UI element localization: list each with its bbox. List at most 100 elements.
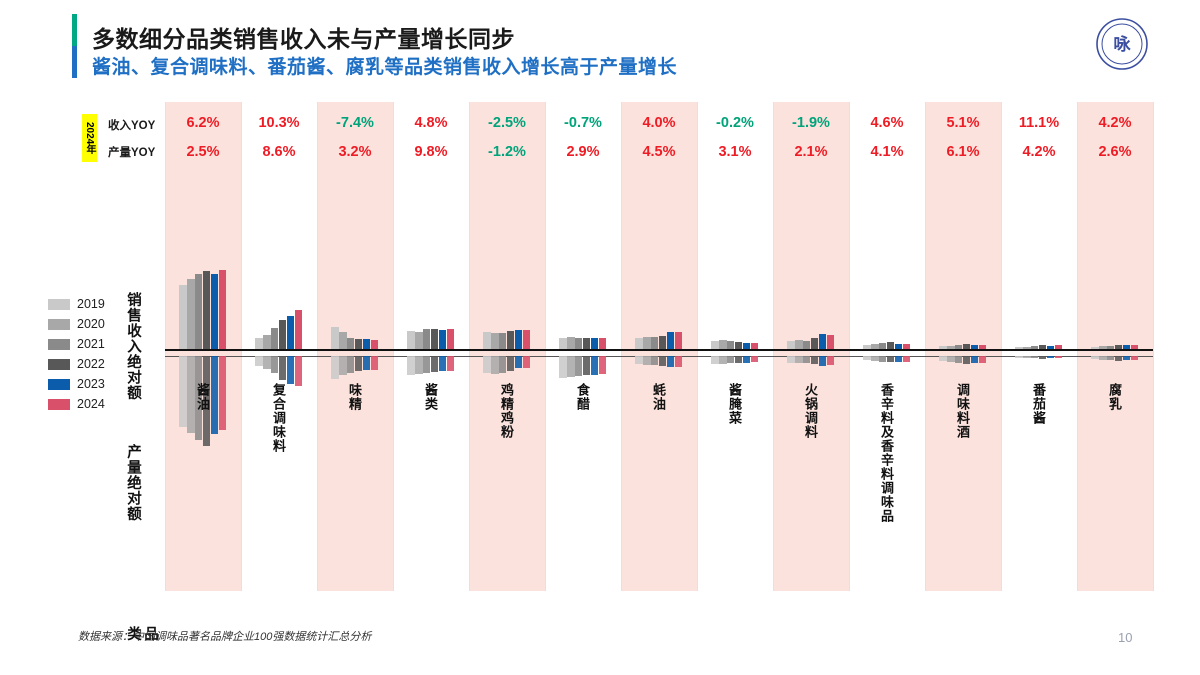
chart-area: 2019 2020 2021 2022 2023 2024 销售收入绝对额 产量绝对额 品… [0,96,1200,642]
bar-output [339,356,347,376]
axis-title-category: 品类 [125,626,158,642]
bar-output [1023,356,1031,359]
category-label: 酱类 [423,383,438,411]
slide-header: 多数细分品类销售收入未与产量增长同步 酱油、复合调味料、番茄酱、腐乳等品类销售收… [0,0,1200,92]
category-label: 调味料酒 [955,383,970,439]
source-note: 数据来源：中国调味品著名品牌企业100强数据统计汇总分析 [78,631,372,643]
bar-output [666,356,675,368]
bar-revenue [187,279,195,349]
legend-swatch [48,378,70,390]
bar-revenue [939,346,947,349]
output-yoy-value: 3.2% [338,144,372,160]
revenue-yoy-value: 6.2% [186,115,220,131]
legend-item[interactable]: 2023 [48,374,118,394]
legend-label: 2024 [77,397,105,411]
bar-revenue [431,328,439,349]
bar-revenue [218,269,227,349]
bar-output [635,356,643,365]
bar-output [1130,356,1139,361]
bar-revenue [331,326,339,349]
bar-revenue [719,340,727,349]
column-separator [1153,102,1154,591]
bar-revenue [567,337,575,349]
page-number: 10 [1118,630,1133,645]
category-label: 味精 [347,383,362,411]
legend-label: 2019 [77,297,105,311]
bar-revenue [818,334,827,349]
legend-swatch [48,398,70,410]
output-yoy-value: 2.6% [1098,144,1132,160]
bar-output [218,356,227,430]
legend-item[interactable]: 2024 [48,394,118,414]
legend-item[interactable]: 2021 [48,334,118,354]
bar-output [1039,356,1047,359]
output-yoy-value: 4.2% [1022,144,1056,160]
bar-output [963,356,971,364]
bar-output [279,356,287,380]
bar-revenue [415,331,423,349]
legend-item[interactable]: 2019 [48,294,118,314]
revenue-yoy-value: -1.9% [792,115,830,131]
bar-output [711,356,719,364]
bar-revenue [203,270,211,349]
legend-item[interactable]: 2022 [48,354,118,374]
bar-output [1115,356,1123,361]
bar-revenue [750,342,759,349]
bar-revenue [643,337,651,349]
bar-output [826,356,835,366]
bar-revenue [1039,345,1047,349]
bar-revenue [438,329,447,349]
legend-item[interactable]: 2020 [48,314,118,334]
zero-axis-line [165,349,1153,351]
column-separator [621,102,622,591]
output-yoy-value: 4.5% [642,144,676,160]
legend-label: 2022 [77,357,105,371]
bar-output [970,356,979,363]
bar-output [674,356,683,368]
bar-revenue [902,343,911,349]
output-yoy-value: 8.6% [262,144,296,160]
column-separator [773,102,774,591]
bar-output [742,356,751,363]
legend-label: 2023 [77,377,105,391]
bar-revenue [179,284,187,349]
bar-revenue [1031,345,1039,349]
bar-output [735,356,743,364]
category-label: 蚝油 [651,383,666,411]
output-yoy-value: 3.1% [718,144,752,160]
output-yoy-value: -1.2% [488,144,526,160]
row-label-output-yoy: 产量YOY [108,147,156,159]
bar-revenue [355,339,363,349]
bar-revenue [598,337,607,349]
bar-revenue [811,337,819,349]
header-accent-bar [72,14,77,78]
category-label: 番茄酱 [1031,383,1046,425]
bar-output [423,356,431,373]
bar-output [362,356,371,371]
bar-output [491,356,499,375]
bar-revenue [1130,345,1139,349]
row-label-revenue-yoy: 收入YOY [108,120,156,132]
legend-swatch [48,318,70,330]
bar-output [795,356,803,364]
bar-output [179,356,187,428]
bar-revenue [963,343,971,349]
bar-revenue [803,340,811,349]
revenue-yoy-value: 5.1% [946,115,980,131]
category-label: 鸡精鸡粉 [499,383,514,439]
bar-revenue [787,341,795,349]
column-separator [165,102,166,591]
bar-revenue [522,329,531,349]
bar-output [863,356,871,361]
bar-output [955,356,963,363]
revenue-yoy-value: 4.0% [642,115,676,131]
bar-output [939,356,947,362]
revenue-yoy-value: -0.2% [716,115,754,131]
legend-swatch [48,298,70,310]
output-yoy-value: 9.8% [414,144,448,160]
bar-revenue [711,340,719,349]
bar-output [1099,356,1107,360]
bar-revenue [970,344,979,349]
column-bands [0,96,1200,606]
bar-output [871,356,879,361]
